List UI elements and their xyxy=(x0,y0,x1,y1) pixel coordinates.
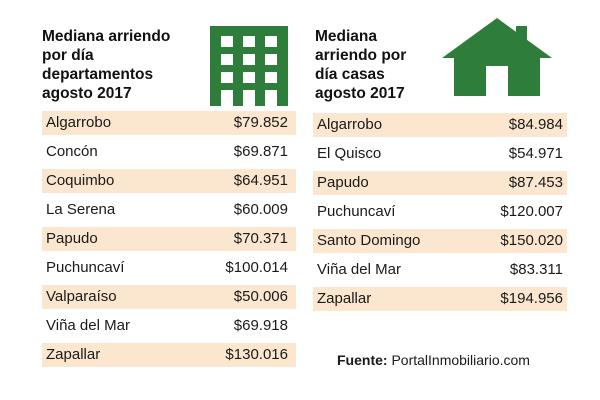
city-name: Puchuncaví xyxy=(317,203,396,220)
city-name: Viña del Mar xyxy=(317,261,401,278)
price-value: $100.014 xyxy=(225,259,288,276)
price-value: $79.852 xyxy=(233,114,288,131)
table-row: Zapallar $194.956 xyxy=(313,287,567,311)
table-row: Algarrobo $84.984 xyxy=(313,113,567,137)
table-row: Concón $69.871 xyxy=(42,140,296,164)
price-value: $70.371 xyxy=(233,230,288,247)
table-row: Coquimbo $64.951 xyxy=(42,169,296,193)
price-value: $87.453 xyxy=(508,174,563,191)
city-name: Algarrobo xyxy=(317,116,383,133)
table-row: Puchuncaví $100.014 xyxy=(42,256,296,280)
city-name: Puchuncaví xyxy=(46,259,125,276)
price-value: $84.984 xyxy=(508,116,563,133)
source-label: Fuente: xyxy=(337,352,388,368)
house-icon xyxy=(442,18,552,96)
casas-table: Algarrobo $84.984 El Quisco $54.971 Papudo… xyxy=(313,113,567,316)
price-value: $150.020 xyxy=(500,232,563,249)
city-name: Algarrobo xyxy=(46,114,112,131)
departamentos-table: Algarrobo $79.852 Concón $69.871 Coquimbo $… xyxy=(42,111,296,372)
price-value: $69.918 xyxy=(233,317,288,334)
apartment-building-icon xyxy=(210,26,288,106)
table-row: Valparaíso $50.006 xyxy=(42,285,296,309)
price-value: $60.009 xyxy=(233,201,288,218)
city-name: Santo Domingo xyxy=(317,232,421,249)
city-name: Coquimbo xyxy=(46,172,115,189)
city-name: Valparaíso xyxy=(46,288,117,305)
city-name: Zapallar xyxy=(46,346,101,363)
departamentos-title: Mediana arriendo por día departamentos a… xyxy=(42,28,171,102)
table-row: Papudo $70.371 xyxy=(42,227,296,251)
price-value: $50.006 xyxy=(233,288,288,305)
price-value: $194.956 xyxy=(500,290,563,307)
price-value: $64.951 xyxy=(233,172,288,189)
city-name: Zapallar xyxy=(317,290,372,307)
table-row: Puchuncaví $120.007 xyxy=(313,200,567,224)
table-row: Viña del Mar $69.918 xyxy=(42,314,296,338)
price-value: $83.311 xyxy=(509,261,563,278)
city-name: Viña del Mar xyxy=(46,317,130,334)
table-row: El Quisco $54.971 xyxy=(313,142,567,166)
casas-title: Mediana arriendo por día casas agosto 20… xyxy=(315,28,407,102)
table-row: Zapallar $130.016 xyxy=(42,343,296,367)
source-value: PortalInmobiliario.com xyxy=(391,352,530,368)
table-row: Santo Domingo $150.020 xyxy=(313,229,567,253)
price-value: $54.971 xyxy=(508,145,563,162)
city-name: Concón xyxy=(46,143,98,160)
price-value: $130.016 xyxy=(225,346,288,363)
city-name: Papudo xyxy=(317,174,369,191)
table-row: Papudo $87.453 xyxy=(313,171,567,195)
table-row: La Serena $60.009 xyxy=(42,198,296,222)
city-name: Papudo xyxy=(46,230,98,247)
price-value: $120.007 xyxy=(500,203,563,220)
table-row: Algarrobo $79.852 xyxy=(42,111,296,135)
city-name: El Quisco xyxy=(317,145,382,162)
table-row: Viña del Mar $83.311 xyxy=(313,258,567,282)
city-name: La Serena xyxy=(46,201,116,218)
price-value: $69.871 xyxy=(233,143,288,160)
source-credit: Fuente: PortalInmobiliario.com xyxy=(337,352,530,368)
